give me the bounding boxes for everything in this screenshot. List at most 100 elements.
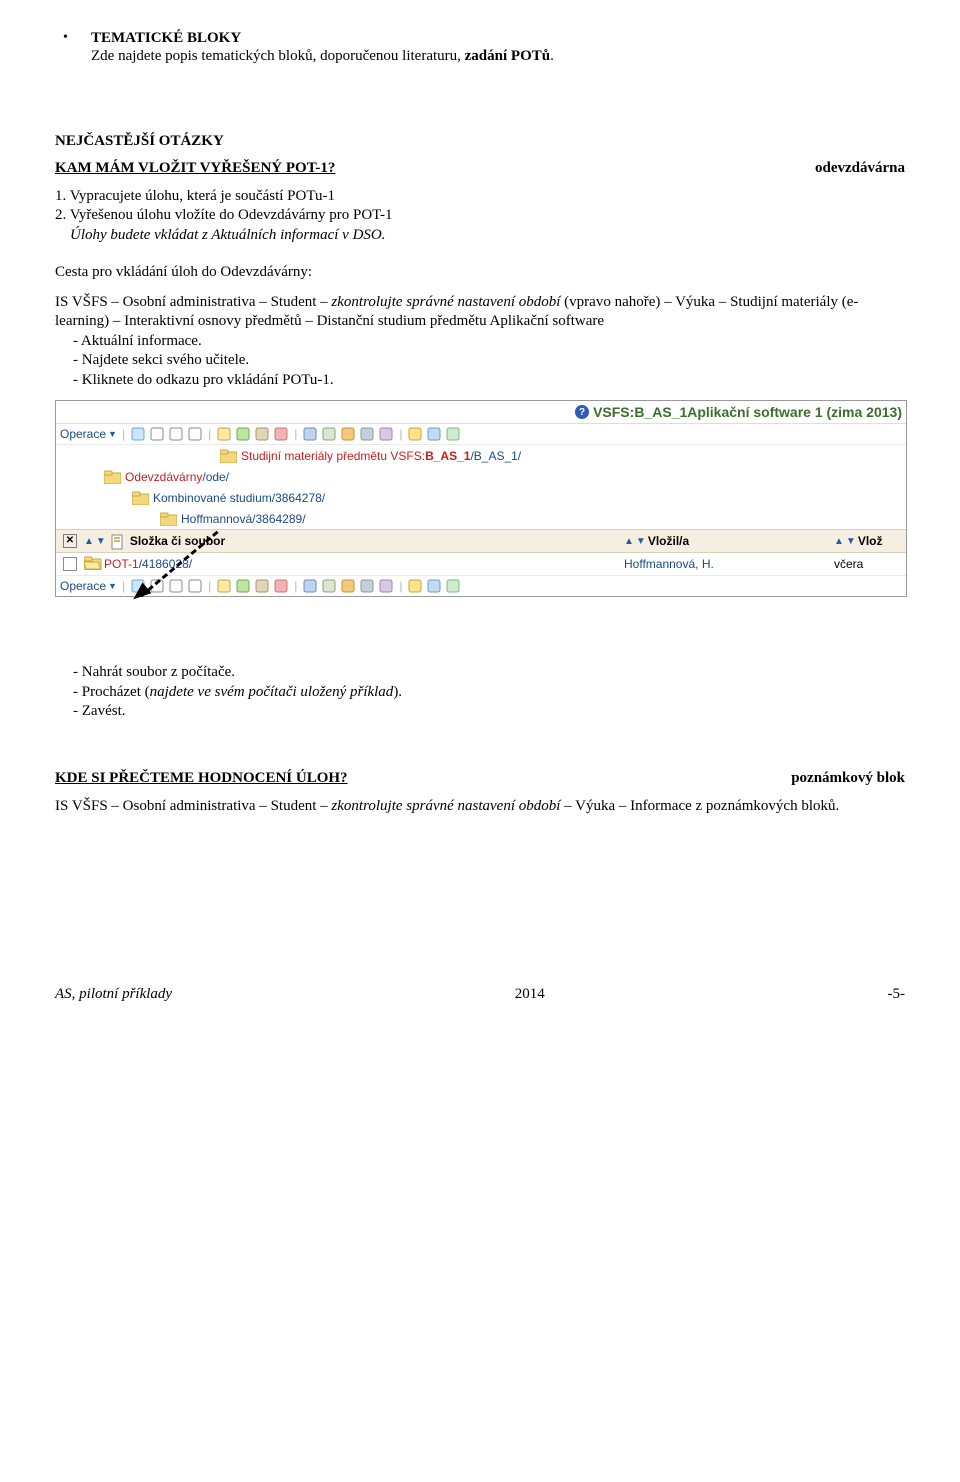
- a2a: Procházet (: [82, 684, 150, 700]
- final: IS VŠFS – Osobní administrativa – Studen…: [55, 797, 905, 817]
- table-row[interactable]: POT-1 /4186028/ Hoffmannová, H. včera: [56, 553, 906, 575]
- toolbar-icon[interactable]: [302, 578, 318, 594]
- toolbar-icon[interactable]: [378, 426, 394, 442]
- toolbar-icon[interactable]: [187, 578, 203, 594]
- p-intro: Zde najdete popis tematických bloků, dop…: [91, 47, 554, 67]
- ss-toolbar-top: Operace▼ | |||: [56, 424, 906, 445]
- toolbar-icon[interactable]: [168, 426, 184, 442]
- toolbar-icon[interactable]: [216, 578, 232, 594]
- toolbar-icon[interactable]: [321, 578, 337, 594]
- toolbar-icon[interactable]: [359, 578, 375, 594]
- separator: |: [399, 427, 402, 441]
- toolbar-icon[interactable]: [340, 578, 356, 594]
- sort-asc-icon[interactable]: ▲: [834, 536, 844, 547]
- toolbar-icon[interactable]: [407, 578, 423, 594]
- folder-tree: Studijní materiály předmětu VSFS:B_AS_1 …: [56, 445, 906, 529]
- toolbar-icon[interactable]: [235, 578, 251, 594]
- hcol4: Vlož: [858, 534, 883, 548]
- final-b: zkontrolujte správné nastavení období: [331, 798, 560, 814]
- toolbar-icon[interactable]: [187, 426, 203, 442]
- toolbar-icon[interactable]: [254, 578, 270, 594]
- tree-row-teacher[interactable]: Hoffmannová /3864289/: [56, 508, 906, 529]
- b3t: Kliknete do odkazu pro vkládání POTu-1.: [82, 372, 334, 388]
- operace-link[interactable]: Operace▼: [60, 579, 117, 593]
- tree-row-course[interactable]: Studijní materiály předmětu VSFS:B_AS_1 …: [56, 445, 906, 466]
- a1t: Nahrát soubor z počítače.: [82, 664, 235, 680]
- sort-desc-icon[interactable]: ▼: [96, 536, 106, 547]
- chevron-down-icon: ▼: [108, 581, 117, 591]
- heading-tematicke: TEMATICKÉ BLOKY: [91, 30, 554, 47]
- t1bold: B_AS_1: [425, 449, 470, 463]
- toolbar-icon[interactable]: [407, 426, 423, 442]
- toolbar-icon[interactable]: [445, 426, 461, 442]
- t4a: Hoffmannová: [181, 512, 252, 526]
- select-all-icon[interactable]: ✕: [63, 534, 77, 548]
- a1: - Nahrát soubor z počítače.: [55, 663, 905, 683]
- toolbar-icon[interactable]: [273, 426, 289, 442]
- b3: - Kliknete do odkazu pro vkládání POTu-1…: [55, 371, 905, 391]
- toolbar-icon[interactable]: [168, 578, 184, 594]
- bullet-glyph: •: [55, 30, 91, 46]
- separator: |: [294, 579, 297, 593]
- toolbar-icon[interactable]: [445, 578, 461, 594]
- toolbar-icon[interactable]: [426, 578, 442, 594]
- folder-icon: [104, 470, 121, 484]
- toolbar-icon[interactable]: [149, 426, 165, 442]
- sort-asc-icon[interactable]: ▲: [624, 536, 634, 547]
- page-icon: [111, 534, 127, 548]
- final-a: IS VŠFS – Osobní administrativa – Studen…: [55, 798, 331, 814]
- path: IS VŠFS – Osobní administrativa – Studen…: [55, 293, 905, 332]
- toolbar-icon[interactable]: [302, 426, 318, 442]
- file-user: Hoffmannová, H.: [624, 557, 714, 571]
- step1: 1. Vypracujete úlohu, která je součástí …: [55, 187, 905, 207]
- toolbar-icon[interactable]: [273, 578, 289, 594]
- separator: |: [122, 579, 125, 593]
- toolbar-icon[interactable]: [235, 426, 251, 442]
- separator: |: [399, 579, 402, 593]
- toolbar-icon[interactable]: [359, 426, 375, 442]
- ss-title: ? VSFS:B_AS_1 Aplikační software 1 (zima…: [575, 404, 902, 420]
- cesta: Cesta pro vkládání úloh do Odevzdávárny:: [55, 263, 905, 283]
- a3t: Zavést.: [82, 703, 126, 719]
- q2: KDE SI PŘEČTEME HODNOCENÍ ÚLOH?: [55, 770, 348, 786]
- folder-open-icon: [84, 556, 102, 573]
- table-header: ✕ ▲▼ Složka či soubor ▲▼ Vložil/a ▲▼ Vlo…: [56, 529, 906, 553]
- toolbar-icon[interactable]: [426, 426, 442, 442]
- toolbar-icon[interactable]: [130, 426, 146, 442]
- toolbar-icon[interactable]: [254, 426, 270, 442]
- separator: |: [294, 427, 297, 441]
- operace-link[interactable]: Operace▼: [60, 427, 117, 441]
- t1a: Studijní materiály předmětu VSFS:: [241, 449, 425, 463]
- toolbar-icon[interactable]: [340, 426, 356, 442]
- folder-icon: [160, 512, 177, 526]
- p-intro-b: zadání POTů: [465, 48, 550, 64]
- t4b: /3864289/: [252, 512, 305, 526]
- ss-title-bold: B_AS_1: [634, 404, 687, 420]
- sort-desc-icon[interactable]: ▼: [846, 536, 856, 547]
- tree-row-ode[interactable]: Odevzdávárny /ode/: [56, 466, 906, 487]
- t2a: Odevzdávárny: [125, 470, 202, 484]
- operace-label-2: Operace: [60, 579, 106, 593]
- heading-faq: NEJČASTĚJŠÍ OTÁZKY: [55, 133, 905, 150]
- toolbar-icon[interactable]: [321, 426, 337, 442]
- b2: - Najdete sekci svého učitele.: [55, 351, 905, 371]
- sort-desc-icon[interactable]: ▼: [636, 536, 646, 547]
- q1: KAM MÁM VLOŽIT VYŘEŠENÝ POT-1?: [55, 160, 335, 176]
- b1t: Aktuální informace.: [81, 333, 202, 349]
- row-checkbox[interactable]: [63, 557, 77, 571]
- tree-row-ks[interactable]: Kombinované studium /3864278/: [56, 487, 906, 508]
- a2b: najdete ve svém počítači uložený příklad: [150, 684, 394, 700]
- toolbar-icon[interactable]: [378, 578, 394, 594]
- help-icon[interactable]: ?: [575, 405, 589, 419]
- path-a: IS VŠFS – Osobní administrativa – Studen…: [55, 294, 331, 310]
- ss-toolbar-bottom: Operace▼ | |||: [56, 575, 906, 596]
- file-a: POT-1: [104, 557, 139, 571]
- final-c: – Výuka – Informace z poznámkových bloků…: [560, 798, 839, 814]
- a2: - Procházet (najdete ve svém počítači ul…: [55, 683, 905, 703]
- ss-title-b: Aplikační software 1 (zima 2013): [687, 404, 902, 420]
- toolbar-icon[interactable]: [216, 426, 232, 442]
- sort-asc-icon[interactable]: ▲: [84, 536, 94, 547]
- separator: |: [122, 427, 125, 441]
- a2c: ).: [393, 684, 402, 700]
- p-intro-c: .: [550, 48, 554, 64]
